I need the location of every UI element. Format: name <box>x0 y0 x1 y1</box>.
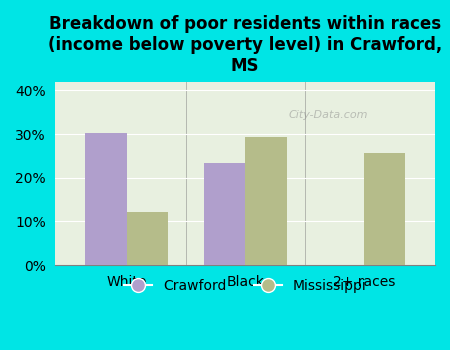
Title: Breakdown of poor residents within races
(income below poverty level) in Crawfor: Breakdown of poor residents within races… <box>48 15 442 75</box>
Bar <box>364 153 405 265</box>
Text: City-Data.com: City-Data.com <box>289 110 369 120</box>
Bar <box>245 137 287 265</box>
Bar <box>85 133 126 265</box>
Bar <box>126 212 168 265</box>
Legend: Crawford, Mississippi: Crawford, Mississippi <box>118 273 372 299</box>
Bar <box>204 163 245 265</box>
